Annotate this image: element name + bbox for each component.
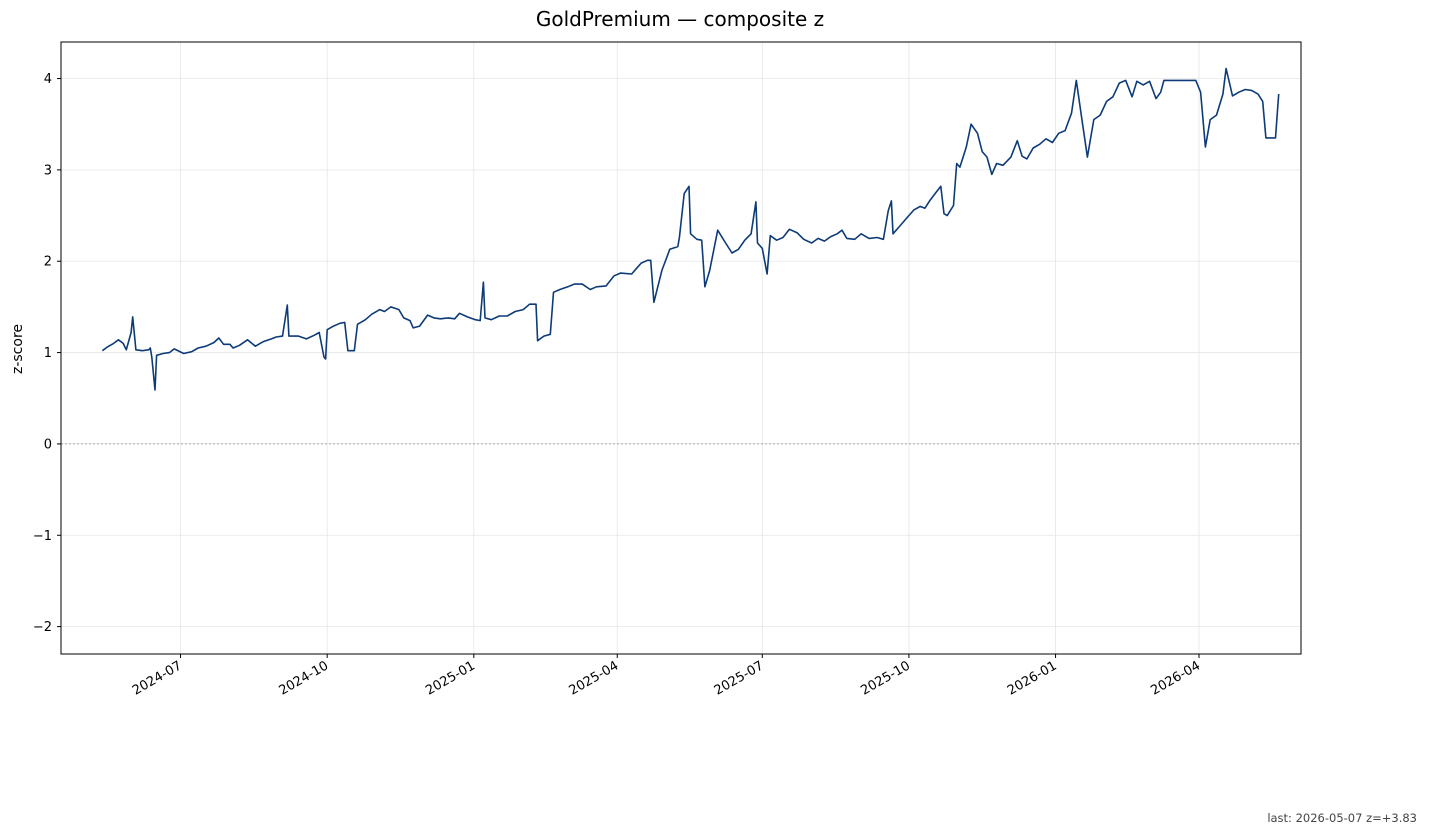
grid-lines xyxy=(61,42,1301,654)
x-axis-ticks: 2024-07 2024-10 2025-01 2025-04 2025-07 2025-… xyxy=(130,654,1203,699)
x-tick-label: 2026-04 xyxy=(1148,658,1203,698)
y-tick-label: 2 xyxy=(44,255,52,270)
x-tick-label: 2026-01 xyxy=(1005,658,1060,698)
series-layer xyxy=(101,67,1280,391)
y-tick-label: 3 xyxy=(44,163,52,178)
y-tick-label: −1 xyxy=(33,529,52,544)
y-tick-label: 4 xyxy=(44,72,52,87)
x-tick-label: 2024-07 xyxy=(130,658,185,698)
y-tick-label: 0 xyxy=(44,437,52,452)
x-tick-label: 2025-07 xyxy=(712,658,767,698)
last-value-footer: last: 2026-05-07 z=+3.83 xyxy=(1267,811,1417,825)
series-line-0 xyxy=(101,67,1280,391)
y-tick-label: −2 xyxy=(33,620,52,635)
x-tick-label: 2024-10 xyxy=(277,658,332,698)
y-tick-label: 1 xyxy=(44,346,52,361)
y-axis-label: z-score xyxy=(10,324,26,374)
x-tick-label: 2025-01 xyxy=(423,658,478,698)
y-axis-ticks: −2 −1 0 1 2 3 4 xyxy=(33,72,61,635)
plot-area-frame xyxy=(60,41,1302,655)
x-tick-label: 2025-10 xyxy=(858,658,913,698)
chart-title: GoldPremium — composite z xyxy=(536,7,824,31)
x-tick-label: 2025-04 xyxy=(567,658,622,698)
